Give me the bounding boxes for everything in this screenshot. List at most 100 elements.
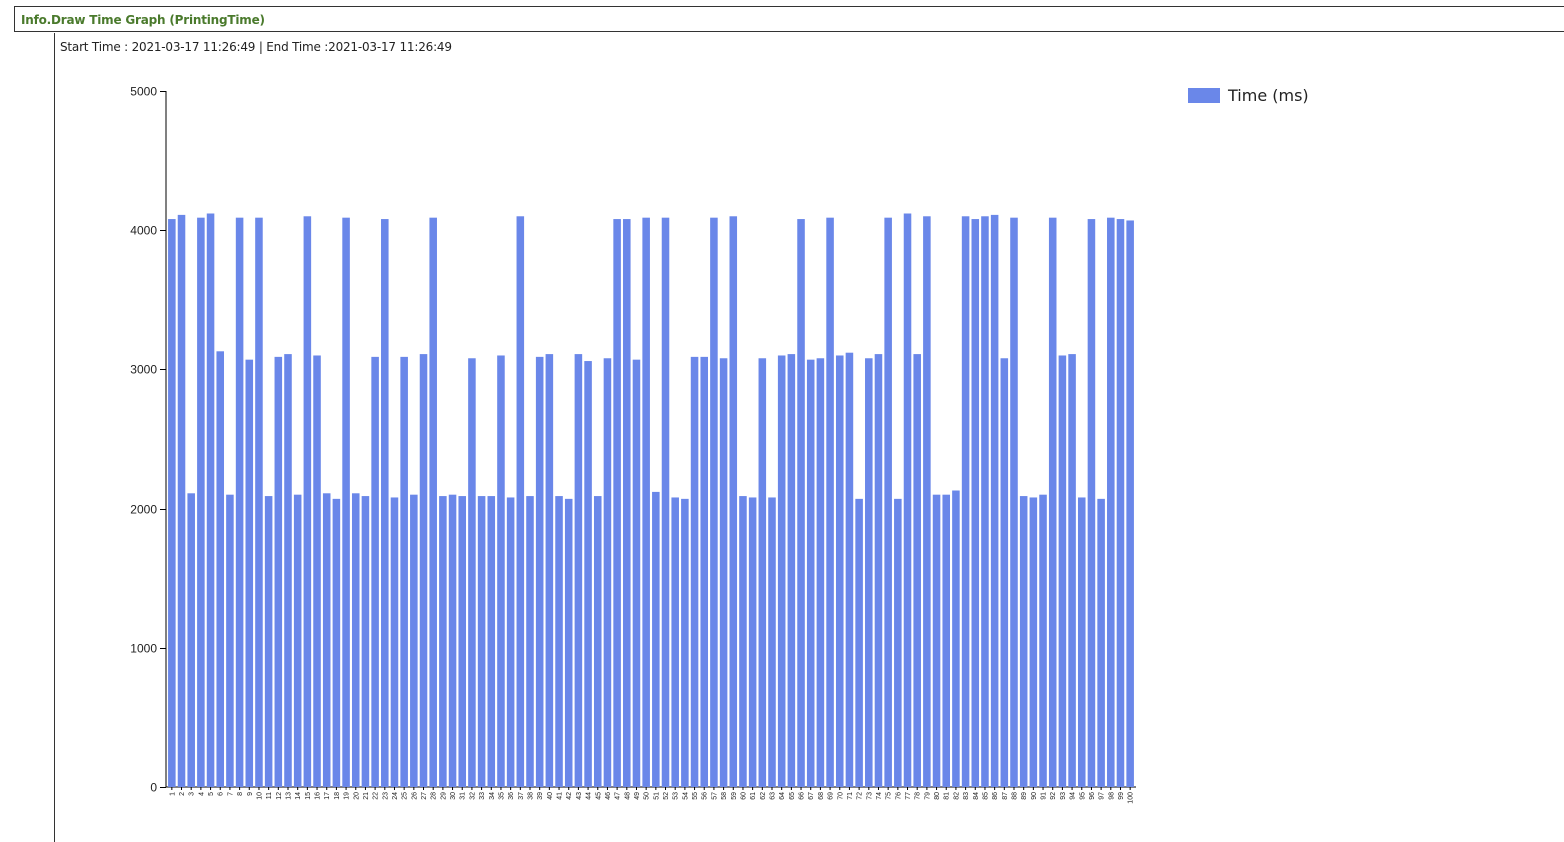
bar <box>729 216 738 787</box>
x-tick-label: 100 <box>1128 792 1135 804</box>
bar <box>855 498 863 787</box>
x-tick-label: 94 <box>1070 792 1077 800</box>
bar <box>177 214 186 787</box>
x-tick-label: 64 <box>779 792 786 800</box>
x-tick-label: 17 <box>324 792 331 800</box>
bar <box>439 496 447 787</box>
bar <box>1039 494 1047 787</box>
bar <box>342 217 350 788</box>
x-tick-label: 25 <box>402 792 409 800</box>
x-tick-label: 79 <box>924 792 931 800</box>
x-tick-label: 82 <box>953 792 960 800</box>
bar <box>981 216 989 787</box>
bar <box>245 359 254 787</box>
bar <box>197 217 205 788</box>
x-tick-label: 55 <box>692 792 699 800</box>
x-tick-label: 49 <box>634 792 641 800</box>
x-tick-label: 47 <box>615 792 622 800</box>
bar <box>865 358 873 787</box>
bar <box>419 354 428 787</box>
x-tick-label: 67 <box>808 792 815 800</box>
x-tick-label: 72 <box>857 792 864 800</box>
x-tick-label: 48 <box>624 792 631 800</box>
bar <box>226 494 234 787</box>
x-tick-label: 22 <box>373 792 380 800</box>
bar <box>1097 498 1105 787</box>
x-tick-label: 30 <box>450 792 457 800</box>
x-tick-label: 16 <box>315 792 322 800</box>
x-tick-label: 88 <box>1012 792 1019 800</box>
x-tick-label: 31 <box>460 792 467 800</box>
bar <box>894 498 902 787</box>
bar <box>613 219 621 787</box>
bar <box>952 490 960 787</box>
bar <box>274 356 283 787</box>
bar <box>1116 219 1125 787</box>
bar <box>942 494 951 787</box>
bar <box>477 496 486 787</box>
bar <box>584 361 592 787</box>
y-tick-label: 0 <box>150 781 157 795</box>
bar <box>487 496 496 787</box>
bar <box>516 216 525 787</box>
y-tick-label: 2000 <box>130 503 157 517</box>
x-tick-label: 86 <box>992 792 999 800</box>
x-tick-label: 58 <box>721 792 728 800</box>
bar <box>913 354 921 787</box>
bar <box>168 219 176 787</box>
x-tick-label: 51 <box>653 792 660 800</box>
bar <box>293 494 302 787</box>
bar <box>264 496 273 787</box>
x-tick-label: 6 <box>218 792 225 796</box>
bar <box>429 217 437 788</box>
bar <box>526 496 534 787</box>
bar <box>593 496 602 787</box>
x-tick-label: 81 <box>944 792 951 800</box>
x-tick-label: 97 <box>1099 792 1106 800</box>
x-tick-label: 53 <box>673 792 680 800</box>
x-tick-label: 62 <box>760 792 767 800</box>
x-tick-label: 39 <box>537 792 544 800</box>
x-tick-label: 28 <box>431 792 438 800</box>
bar <box>739 496 747 787</box>
x-tick-label: 24 <box>392 792 399 800</box>
bar <box>1000 358 1009 787</box>
x-tick-label: 50 <box>644 792 651 800</box>
x-tick-label: 42 <box>566 792 573 800</box>
x-tick-label: 32 <box>469 792 476 800</box>
x-tick-label: 35 <box>498 792 505 800</box>
bar <box>1058 355 1067 787</box>
bar <box>206 213 215 787</box>
x-tick-label: 5 <box>208 792 215 796</box>
bar <box>1087 219 1096 787</box>
bar <box>748 497 757 787</box>
bar <box>400 356 408 787</box>
x-tick-label: 14 <box>295 792 302 800</box>
bar <box>700 356 709 787</box>
bar <box>361 496 370 787</box>
x-tick-label: 74 <box>876 792 883 800</box>
x-tick-label: 98 <box>1108 792 1115 800</box>
x-tick-label: 57 <box>711 792 718 800</box>
x-tick-label: 43 <box>576 792 583 800</box>
x-tick-label: 44 <box>586 792 593 800</box>
bar <box>816 358 825 787</box>
x-tick-label: 9 <box>247 792 254 796</box>
x-tick-label: 12 <box>276 792 283 800</box>
x-tick-label: 37 <box>518 792 525 800</box>
bar <box>923 216 931 787</box>
x-tick-label: 89 <box>1021 792 1028 800</box>
bar <box>497 355 505 787</box>
bar <box>961 216 970 787</box>
x-tick-label: 29 <box>440 792 447 800</box>
bar <box>216 351 225 787</box>
bar <box>806 359 815 787</box>
x-tick-label: 84 <box>973 792 980 800</box>
x-tick-label: 15 <box>305 792 312 800</box>
x-tick-label: 95 <box>1079 792 1086 800</box>
bar <box>797 219 805 787</box>
x-tick-label: 59 <box>731 792 738 800</box>
bar <box>642 217 650 788</box>
bar <box>874 354 883 787</box>
bar <box>1107 217 1115 788</box>
